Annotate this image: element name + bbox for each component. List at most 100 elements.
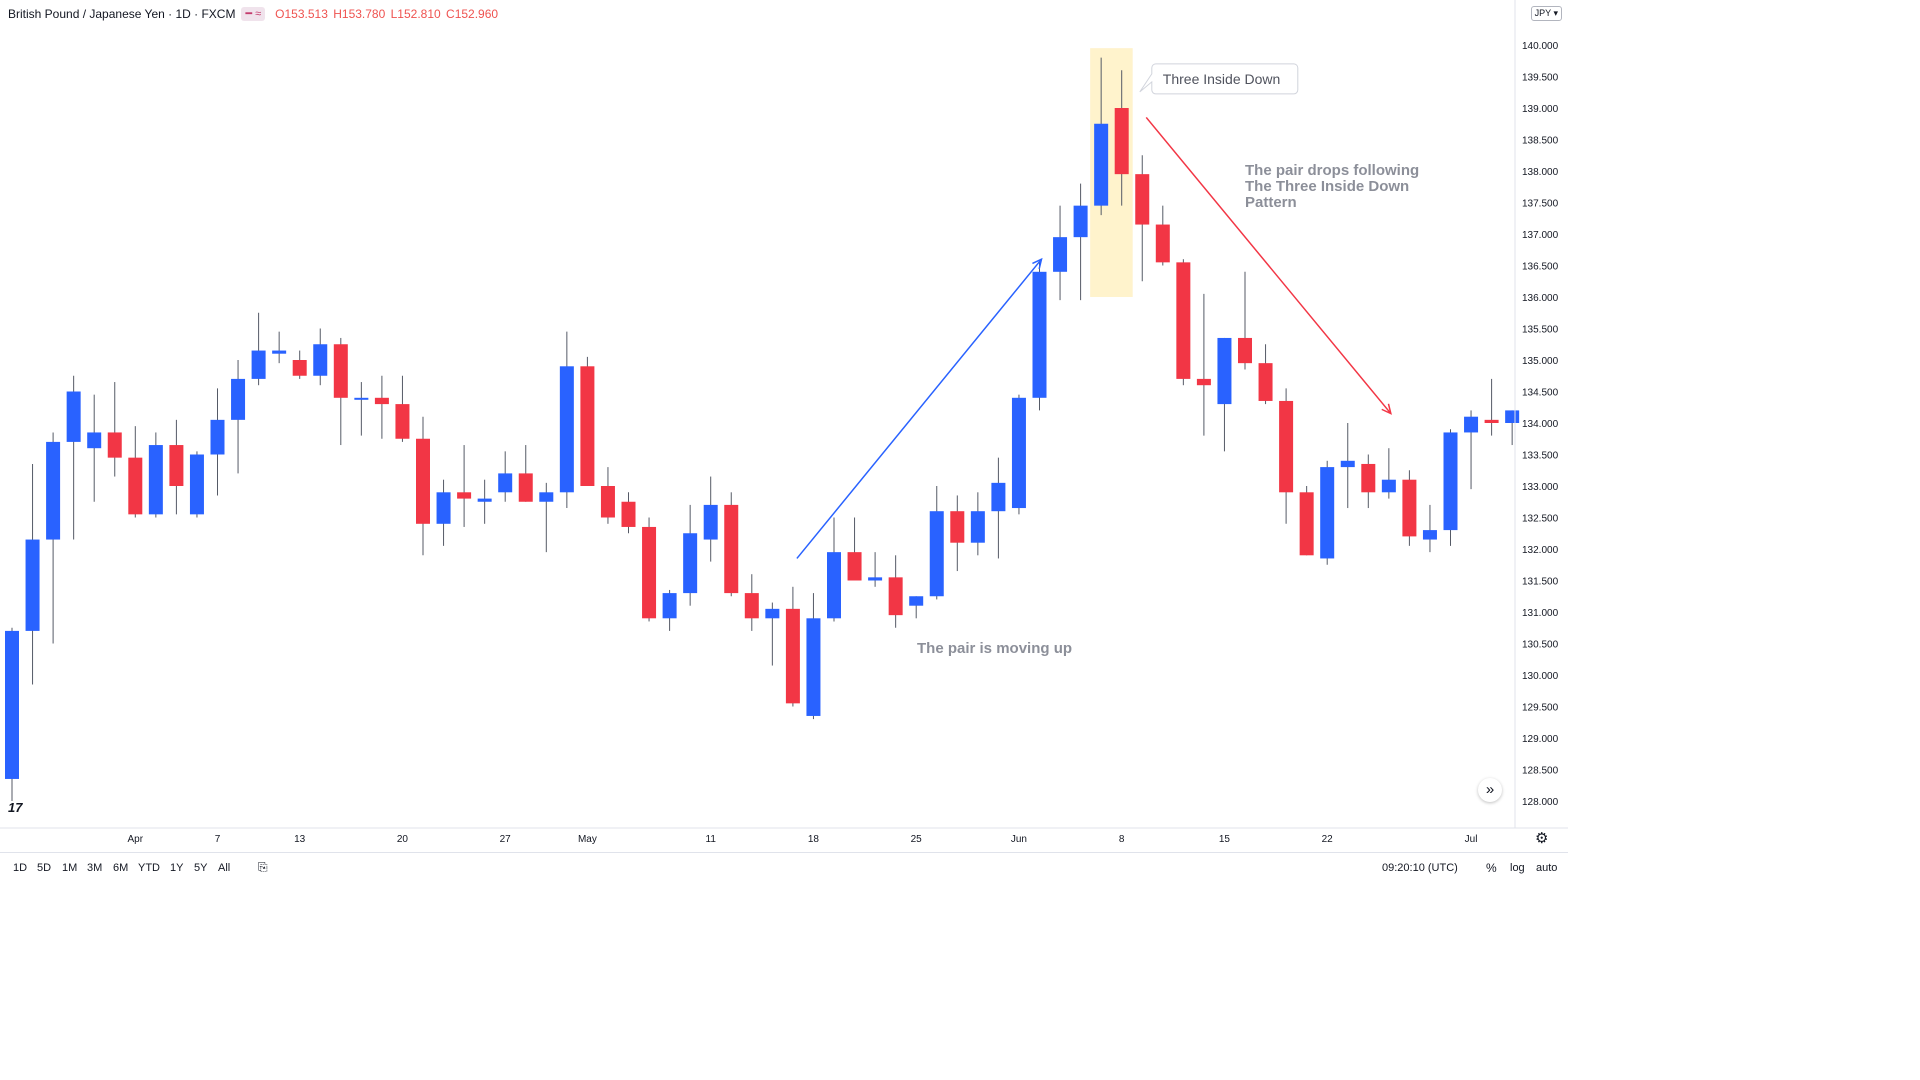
candle-body (416, 438, 430, 524)
candle (292, 350, 307, 379)
candle (189, 451, 204, 518)
candle-body (189, 454, 204, 515)
candle (683, 504, 698, 606)
candle (1422, 504, 1437, 553)
candle-body (1011, 397, 1026, 509)
timeframe-3m[interactable]: 3M (87, 862, 103, 874)
clock-time[interactable]: 09:20:10 (UTC) (1382, 862, 1458, 874)
candle (827, 517, 841, 622)
candle-body (46, 441, 61, 540)
candle-body (313, 344, 328, 376)
time-tick-label: May (578, 834, 597, 845)
price-tick-label: 136.000 (1522, 293, 1559, 304)
time-tick-label: 20 (397, 834, 409, 845)
price-tick-label: 130.000 (1522, 671, 1559, 682)
candle (744, 574, 759, 631)
price-tick-label: 137.500 (1522, 199, 1559, 210)
price-tick-label: 139.500 (1522, 73, 1559, 84)
candle-body (1217, 337, 1232, 405)
candle (806, 593, 821, 720)
time-tick-label: 8 (1119, 834, 1125, 845)
price-tick-label: 129.000 (1522, 734, 1559, 745)
tradingview-logo-icon[interactable]: 17 (8, 800, 23, 815)
callout-text: Three Inside Down (1163, 71, 1281, 87)
candle-body (1238, 337, 1252, 364)
candle-body (683, 533, 698, 594)
price-tick-label: 135.000 (1522, 356, 1559, 367)
candle (1135, 155, 1150, 282)
price-tick-label: 133.500 (1522, 451, 1559, 462)
high-value: H153.780 (333, 7, 386, 21)
candle-body (292, 360, 307, 376)
candle-body (765, 608, 780, 619)
percent-scale-toggle[interactable]: % (1486, 861, 1497, 875)
down-arrow-line (1145, 116, 1392, 415)
time-tick-label: 15 (1219, 834, 1231, 845)
candle-body (25, 539, 40, 631)
candle-body (559, 366, 574, 493)
candle-body (1381, 479, 1396, 493)
candle-body (827, 552, 841, 619)
callout-three-inside-down[interactable]: Three Inside Down (1139, 63, 1299, 95)
candle-body (1361, 463, 1376, 493)
date-range-calendar-icon[interactable]: ⎘ (258, 860, 268, 874)
timeframe-5y[interactable]: 5Y (194, 862, 208, 874)
time-tick-label: 7 (215, 834, 221, 845)
candle-body (1464, 416, 1479, 433)
price-tick-label: 135.500 (1522, 325, 1559, 336)
price-tick-label: 134.500 (1522, 388, 1559, 399)
price-axis[interactable]: 140.000 139.500 139.000 138.500 138.000 137.5… (1522, 41, 1559, 808)
candle (128, 426, 143, 518)
candle-body (374, 397, 389, 405)
candle (518, 445, 533, 502)
timeframe-6m[interactable]: 6M (113, 862, 129, 874)
candle (1299, 486, 1314, 556)
candle (395, 375, 410, 442)
candle-body (868, 577, 883, 581)
candle-body (1299, 492, 1314, 556)
timeframe-5d[interactable]: 5D (37, 862, 52, 874)
candle (724, 492, 739, 597)
change-badge[interactable]: ━ ≈ (241, 7, 266, 21)
candle-body (642, 526, 657, 619)
candle (148, 432, 163, 518)
auto-scale-toggle[interactable]: auto (1536, 862, 1558, 874)
time-tick-label: Apr (128, 834, 144, 845)
price-tick-label: 138.500 (1522, 136, 1559, 147)
price-chart[interactable]: Three Inside Down The pair drops followin… (0, 0, 1568, 852)
candle (333, 337, 348, 446)
candle-body (1422, 530, 1437, 540)
candle (559, 331, 574, 509)
timeframe-1y[interactable]: 1Y (170, 862, 184, 874)
symbol-title[interactable]: British Pound / Japanese Yen · 1D · FXCM (8, 7, 236, 21)
candle (580, 356, 595, 486)
candle (662, 589, 677, 631)
candle-body (1114, 108, 1129, 175)
time-axis[interactable]: Apr 7 13 20 27 May 11 18 25 Jun 8 15 22 Jul (128, 834, 1478, 845)
price-tick-label: 130.500 (1522, 640, 1559, 651)
currency-button[interactable]: JPY ▾ (1530, 6, 1562, 21)
scroll-right-icon[interactable]: » (1478, 778, 1502, 802)
candle (1155, 205, 1170, 266)
timeframe-all[interactable]: All (218, 862, 231, 874)
annotation-drop-text: The pair drops following (1245, 162, 1419, 179)
candle (251, 312, 266, 386)
candle-body (991, 482, 1006, 512)
candle (354, 382, 369, 436)
timeframe-1d[interactable]: 1D (13, 862, 28, 874)
timeframe-ytd[interactable]: YTD (138, 862, 160, 874)
candle (600, 467, 615, 524)
candle (950, 495, 965, 572)
candle (847, 517, 862, 581)
settings-gear-icon[interactable]: ⚙ (1535, 830, 1549, 847)
timeframe-1m[interactable]: 1M (62, 862, 78, 874)
up-arrow-head (1032, 257, 1043, 270)
candle-body (1443, 432, 1458, 531)
price-tick-label: 137.000 (1522, 230, 1559, 241)
candle (457, 445, 472, 527)
candle-body (457, 492, 472, 499)
time-tick-label: 18 (808, 834, 820, 845)
log-scale-toggle[interactable]: log (1510, 862, 1525, 874)
candle-body (272, 350, 287, 354)
candle (498, 451, 513, 502)
